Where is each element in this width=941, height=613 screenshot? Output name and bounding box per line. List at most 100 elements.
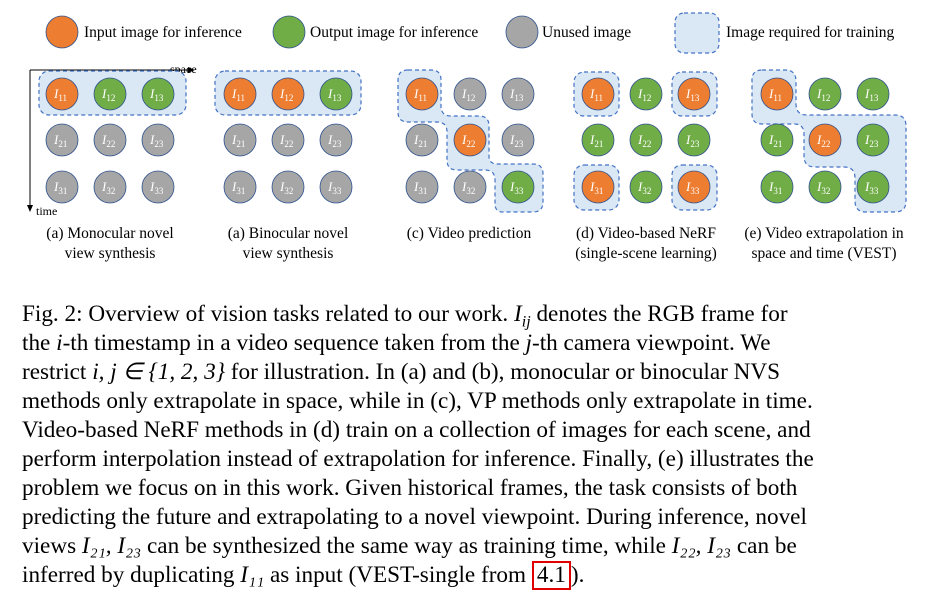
image-output-circle bbox=[856, 123, 890, 157]
caption-line3-math: i, j ∈ {1, 2, 3} bbox=[92, 359, 225, 385]
image-output-circle bbox=[677, 123, 711, 157]
caption-a-bino-line2: view synthesis bbox=[243, 245, 334, 262]
image-input-circle bbox=[581, 170, 615, 204]
image-output-circle bbox=[141, 77, 175, 111]
legend-unused-label: Unused image bbox=[542, 24, 631, 41]
caption-e-line1: (e) Video extrapolation in bbox=[744, 225, 904, 242]
caption-line-3: restrict i, j ∈ {1, 2, 3} for illustrati… bbox=[22, 358, 780, 387]
caption-d-line2: (single-scene learning) bbox=[575, 245, 717, 262]
image-output-circle bbox=[629, 170, 663, 204]
image-unused-circle bbox=[223, 123, 257, 157]
image-output-circle bbox=[581, 123, 615, 157]
caption-line-5: Video-based NeRF methods in (d) train on… bbox=[22, 417, 811, 443]
image-unused-circle bbox=[45, 123, 79, 157]
caption-line9-math1: I₂₁, I₂₃ bbox=[81, 533, 142, 559]
caption-line2-c: -th camera viewpoint. We bbox=[532, 330, 771, 356]
caption-line2-var-i: i bbox=[56, 330, 63, 356]
caption-line9-a: views bbox=[22, 533, 77, 559]
legend-output-label: Output image for inference bbox=[310, 24, 478, 41]
caption-line-8: predicting the future and extrapolating … bbox=[22, 504, 807, 530]
legend-training-label: Image required for training bbox=[726, 24, 895, 41]
caption-line9-math2: I₂₂, I₂₃ bbox=[671, 533, 732, 559]
caption-line-1: Fig. 2: Overview of vision tasks related… bbox=[22, 300, 788, 337]
image-input-circle bbox=[45, 77, 79, 111]
image-unused-circle bbox=[223, 170, 257, 204]
caption-line2-a: the bbox=[22, 330, 51, 356]
image-unused-circle bbox=[453, 77, 487, 111]
image-output-circle bbox=[808, 77, 842, 111]
section-ref-link[interactable]: 4.1 bbox=[531, 561, 571, 590]
legend-unused-swatch bbox=[505, 15, 539, 49]
image-input-circle bbox=[453, 123, 487, 157]
image-unused-circle bbox=[271, 123, 305, 157]
image-unused-circle bbox=[93, 170, 127, 204]
caption-d-line1: (d) Video-based NeRF bbox=[576, 225, 716, 242]
caption-line-7: problem we focus on in this work. Given … bbox=[22, 475, 798, 501]
time-arrow-icon bbox=[27, 205, 33, 212]
caption-line2-var-j: j bbox=[525, 330, 532, 356]
legend-input-label: Input image for inference bbox=[84, 24, 242, 41]
caption-line-4: methods only extrapolate in space, while… bbox=[22, 388, 813, 414]
caption-line-2: the i-th timestamp in a video sequence t… bbox=[22, 329, 771, 358]
caption-line1-b: denotes the RGB frame for bbox=[536, 301, 788, 327]
image-input-circle bbox=[808, 123, 842, 157]
image-unused-circle bbox=[501, 123, 535, 157]
image-output-circle bbox=[856, 77, 890, 111]
caption-a-mono-line1: (a) Monocular novel bbox=[46, 225, 173, 242]
caption-e-line2: space and time (VEST) bbox=[751, 245, 896, 262]
image-output-circle bbox=[319, 77, 353, 111]
caption-c-line1: (c) Video prediction bbox=[407, 225, 532, 242]
caption-line-9: views I₂₁, I₂₃ can be synthesized the sa… bbox=[22, 532, 797, 561]
caption-iij-var: I bbox=[514, 301, 522, 327]
image-unused-circle bbox=[141, 123, 175, 157]
image-output-circle bbox=[629, 123, 663, 157]
image-unused-circle bbox=[319, 123, 353, 157]
image-input-circle bbox=[271, 77, 305, 111]
image-output-circle bbox=[760, 170, 794, 204]
image-input-circle bbox=[223, 77, 257, 111]
image-unused-circle bbox=[93, 123, 127, 157]
caption-a-mono-line2: view synthesis bbox=[65, 245, 156, 262]
legend-input-swatch bbox=[45, 15, 79, 49]
caption-line3-b: for illustration. In (a) and (b), monocu… bbox=[230, 359, 781, 385]
overview-figure: Input image for inference Output image f… bbox=[27, 12, 907, 262]
caption-line2-b: -th timestamp in a video sequence taken … bbox=[62, 330, 520, 356]
image-unused-circle bbox=[319, 170, 353, 204]
image-input-circle bbox=[677, 170, 711, 204]
caption-line-10: inferred by duplicating I₁₁ as input (VE… bbox=[22, 561, 584, 590]
image-unused-circle bbox=[405, 123, 439, 157]
caption-line1-a: Fig. 2: Overview of vision tasks related… bbox=[22, 301, 509, 327]
image-output-circle bbox=[93, 77, 127, 111]
panel-captions: (a) Monocular novel view synthesis (a) B… bbox=[46, 225, 904, 262]
caption-line3-a: restrict bbox=[22, 359, 87, 385]
time-axis-label: time bbox=[36, 204, 57, 218]
caption-line10-c: ). bbox=[570, 562, 585, 588]
legend-training-swatch bbox=[674, 12, 720, 54]
caption-line10-a: inferred by duplicating bbox=[22, 562, 235, 588]
caption-line-6: perform interpolation instead of extrapo… bbox=[22, 446, 814, 472]
image-output-circle bbox=[629, 77, 663, 111]
image-output-circle bbox=[856, 170, 890, 204]
caption-line9-c: can be bbox=[736, 533, 797, 559]
image-input-circle bbox=[581, 77, 615, 111]
image-unused-circle bbox=[501, 77, 535, 111]
caption-a-bino-line1: (a) Binocular novel bbox=[228, 225, 349, 242]
image-unused-circle bbox=[453, 170, 487, 204]
image-unused-circle bbox=[45, 170, 79, 204]
image-output-circle bbox=[808, 170, 842, 204]
space-arrow-icon bbox=[188, 67, 195, 73]
caption-line9-b: can be synthesized the same way as train… bbox=[147, 533, 666, 559]
legend-output-swatch bbox=[272, 15, 306, 49]
image-unused-circle bbox=[141, 170, 175, 204]
image-unused-circle bbox=[271, 170, 305, 204]
caption-line10-math: I₁₁ bbox=[240, 562, 265, 588]
image-output-circle bbox=[501, 170, 535, 204]
image-output-circle bbox=[760, 123, 794, 157]
image-input-circle bbox=[677, 77, 711, 111]
legend: Input image for inference Output image f… bbox=[45, 12, 895, 54]
image-input-circle bbox=[760, 77, 794, 111]
image-unused-circle bbox=[405, 170, 439, 204]
image-input-circle bbox=[405, 77, 439, 111]
caption-iij-sub: ij bbox=[521, 313, 531, 331]
